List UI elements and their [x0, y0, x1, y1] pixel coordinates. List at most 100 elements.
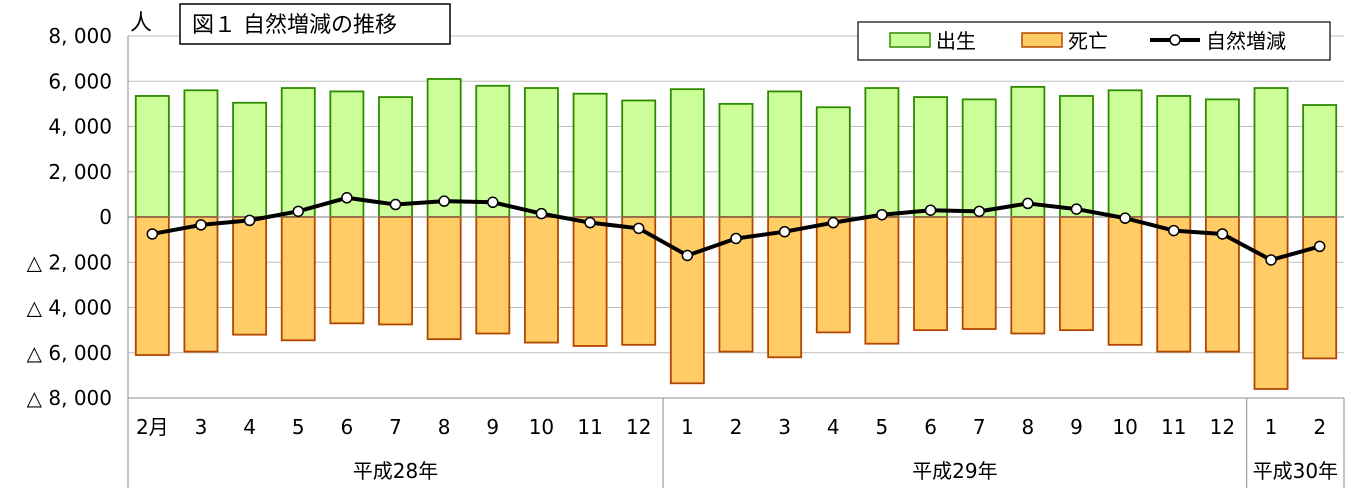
- x-tick-label: 9: [1070, 415, 1083, 439]
- legend-birth-label: 出生: [936, 29, 976, 53]
- y-tick-label: 4, 000: [48, 115, 112, 139]
- natural-change-point: [924, 204, 937, 216]
- birth-bar: [1010, 86, 1046, 218]
- death-bar: [1156, 216, 1192, 353]
- death-bar: [1107, 216, 1143, 346]
- death-bar: [961, 216, 997, 330]
- death-bar: [815, 216, 851, 334]
- axis-labels: 8, 000 6, 000 4, 000 2, 000 0 △ 2, 000 △ 4, 00…: [27, 24, 1338, 483]
- death-bar: [621, 216, 657, 346]
- birth-bar: [864, 87, 900, 218]
- x-tick-label: 9: [486, 415, 499, 439]
- death-bar: [1010, 216, 1046, 335]
- legend-death-label: 死亡: [1068, 29, 1108, 53]
- birth-bar: [280, 87, 316, 218]
- natural-change-point: [1022, 197, 1034, 210]
- natural-change-point: [632, 222, 645, 235]
- death-bar: [378, 216, 413, 326]
- legend-line-marker: [1169, 34, 1181, 46]
- birth-bar: [524, 87, 559, 218]
- natural-change-point: [1216, 228, 1229, 240]
- natural-change-line: [146, 192, 1326, 266]
- death-bar: [426, 216, 462, 341]
- birth-bar: [913, 96, 948, 218]
- death-bar: [864, 216, 900, 345]
- x-tick-label: 3: [778, 415, 791, 439]
- y-tick-label: △ 2, 000: [27, 250, 112, 274]
- birth-bar: [572, 92, 608, 218]
- death-bar: [572, 216, 608, 347]
- x-tick-label: 6: [924, 415, 937, 439]
- birth-bar: [134, 95, 170, 218]
- natural-change-point: [389, 198, 402, 211]
- natural-change-point: [973, 205, 985, 218]
- x-tick-label: 1: [681, 415, 694, 439]
- death-bar: [669, 216, 705, 385]
- year-group-label: 平成30年: [1253, 459, 1338, 483]
- death-bar: [280, 216, 316, 342]
- death-bar: [475, 216, 511, 335]
- x-tick-label: 1: [1265, 415, 1278, 439]
- birth-bar: [426, 78, 462, 218]
- birth-bar: [1204, 98, 1240, 218]
- natural-change-point: [292, 205, 304, 218]
- legend-line-label: 自然増減: [1206, 29, 1286, 53]
- birth-bar: [1059, 95, 1094, 218]
- y-tick-label: 0: [99, 205, 112, 229]
- x-tick-label: 5: [292, 415, 305, 439]
- birth-bar: [475, 84, 511, 218]
- birth-bar: [961, 98, 997, 218]
- birth-bar: [232, 101, 268, 218]
- birth-bar: [767, 90, 803, 218]
- natural-change-point: [584, 216, 596, 229]
- natural-change-point: [681, 249, 694, 262]
- x-tick-label: 11: [577, 415, 602, 439]
- death-bar: [1302, 216, 1338, 360]
- birth-bar: [815, 106, 851, 218]
- natural-change-point: [1119, 212, 1131, 224]
- x-tick-label: 4: [827, 415, 840, 439]
- x-tick-label: 8: [438, 415, 451, 439]
- natural-change-point: [1313, 240, 1326, 253]
- legend-death-swatch: [1021, 32, 1063, 48]
- legend-birth-swatch: [889, 32, 931, 48]
- birth-bar: [1302, 104, 1338, 218]
- x-tick-label: 10: [529, 415, 554, 439]
- unit-label: 人: [130, 11, 152, 36]
- x-tick-label: 6: [341, 415, 354, 439]
- y-tick-label: △ 4, 000: [27, 296, 112, 320]
- y-tick-label: △ 8, 000: [27, 386, 112, 410]
- natural-change-point: [438, 195, 450, 207]
- y-tick-label: △ 6, 000: [27, 341, 112, 365]
- x-tick-label: 7: [389, 415, 402, 439]
- death-bar: [134, 216, 170, 356]
- natural-change-point: [827, 216, 840, 229]
- birth-bar: [718, 102, 754, 218]
- death-bar: [1059, 216, 1094, 332]
- natural-change-point: [535, 207, 548, 220]
- x-tick-label: 10: [1112, 415, 1137, 439]
- x-tick-label: 12: [1210, 415, 1235, 439]
- legend: 出生 死亡 自然増減: [857, 21, 1331, 61]
- birth-bar: [1156, 95, 1192, 218]
- natural-change-point: [195, 219, 207, 231]
- x-tick-label: 3: [195, 415, 208, 439]
- x-tick-label: 5: [876, 415, 889, 439]
- death-bar: [329, 216, 365, 325]
- x-tick-label: 8: [1021, 415, 1034, 439]
- x-tick-label: 2: [730, 415, 743, 439]
- y-tick-label: 6, 000: [48, 69, 112, 93]
- natural-change-point: [778, 225, 791, 238]
- birth-bar: [1107, 89, 1143, 218]
- death-bar: [913, 216, 948, 332]
- x-tick-label: 2: [1313, 415, 1326, 439]
- natural-change-point: [730, 232, 742, 245]
- natural-change-point: [243, 214, 256, 227]
- death-bar: [524, 216, 559, 344]
- x-tick-label: 12: [626, 415, 651, 439]
- death-bar: [1253, 216, 1289, 390]
- x-tick-label: 11: [1161, 415, 1186, 439]
- natural-change-point: [341, 192, 353, 204]
